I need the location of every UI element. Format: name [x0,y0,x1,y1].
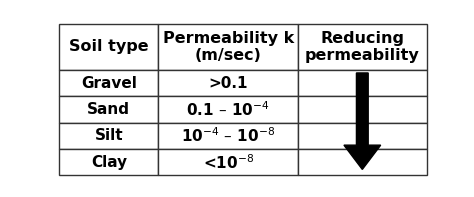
Text: <10$^{-8}$: <10$^{-8}$ [203,153,254,172]
Bar [59,149,158,176]
Text: Sand: Sand [87,102,130,117]
Text: Soil type: Soil type [69,39,149,54]
Bar [59,70,158,96]
Text: Reducing
permeability: Reducing permeability [305,31,419,63]
FancyArrow shape [344,73,381,169]
Text: Permeability k
(m/sec): Permeability k (m/sec) [163,31,294,63]
Text: Clay: Clay [91,155,127,170]
Bar [158,96,298,123]
Bar [298,123,427,149]
Text: Gravel: Gravel [81,76,137,91]
Bar [298,96,427,123]
Bar [158,24,298,70]
Bar [158,149,298,176]
Bar [158,123,298,149]
Bar [59,96,158,123]
Bar [298,149,427,176]
Bar [298,70,427,96]
Bar [158,70,298,96]
Text: 0.1 – 10$^{-4}$: 0.1 – 10$^{-4}$ [186,100,270,119]
Bar [59,24,158,70]
Text: 10$^{-4}$ – 10$^{-8}$: 10$^{-4}$ – 10$^{-8}$ [181,126,275,145]
Bar [298,24,427,70]
Text: Silt: Silt [94,128,123,143]
Text: >0.1: >0.1 [209,76,248,91]
Bar [59,123,158,149]
